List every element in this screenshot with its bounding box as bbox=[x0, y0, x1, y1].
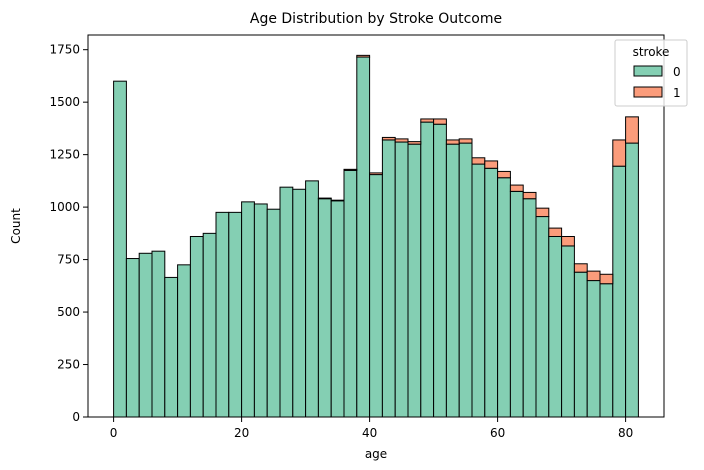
bar-stroke1-bin-33 bbox=[535, 207, 550, 218]
bar-stroke0-bin-16 bbox=[317, 198, 332, 418]
bar-stroke0-bin-21 bbox=[381, 139, 396, 418]
bar-stroke0-bin-36 bbox=[573, 271, 588, 418]
bar-stroke1-bin-32 bbox=[522, 191, 537, 200]
y-tick-label: 1500 bbox=[49, 95, 80, 109]
bars-group bbox=[113, 54, 639, 418]
bar-stroke0-bin-9 bbox=[228, 211, 243, 418]
bar-stroke0-bin-14 bbox=[292, 188, 307, 418]
bar-stroke0-bin-8 bbox=[215, 211, 230, 418]
bar-stroke0-bin-2 bbox=[138, 252, 153, 418]
bar-stroke1-bin-20 bbox=[369, 172, 383, 176]
x-tick-label: 40 bbox=[362, 426, 377, 440]
bar-stroke0-bin-19 bbox=[356, 56, 371, 418]
legend-swatch-1 bbox=[633, 86, 663, 98]
y-tick-label: 750 bbox=[57, 253, 80, 267]
legend: stroke 0 1 bbox=[614, 39, 688, 107]
legend-title: stroke bbox=[633, 45, 670, 59]
y-tick-label: 250 bbox=[57, 358, 80, 372]
bar-stroke1-bin-18 bbox=[343, 168, 358, 171]
x-axis-label: age bbox=[365, 447, 387, 461]
bar-stroke0-bin-29 bbox=[484, 167, 499, 418]
bar-stroke0-bin-40 bbox=[625, 142, 639, 418]
y-tick-label: 0 bbox=[72, 410, 80, 424]
bar-stroke1-bin-17 bbox=[330, 199, 345, 202]
bar-stroke0-bin-37 bbox=[586, 280, 601, 418]
bar-stroke0-bin-34 bbox=[548, 235, 563, 418]
bar-stroke0-bin-27 bbox=[458, 142, 473, 418]
bar-stroke1-bin-28 bbox=[471, 157, 486, 165]
bar-stroke0-bin-20 bbox=[369, 174, 383, 418]
chart-title: Age Distribution by Stroke Outcome bbox=[250, 11, 502, 27]
bar-stroke1-bin-31 bbox=[509, 184, 524, 192]
bar-stroke1-bin-30 bbox=[497, 170, 511, 179]
bar-stroke0-bin-11 bbox=[253, 203, 268, 418]
bar-stroke0-bin-26 bbox=[445, 143, 460, 418]
y-axis: 0 250 500 750 1000 1250 1500 1750 bbox=[49, 43, 88, 424]
bar-stroke1-bin-26 bbox=[445, 139, 460, 145]
bar-stroke0-bin-30 bbox=[497, 177, 511, 418]
bar-stroke1-bin-25 bbox=[433, 118, 447, 125]
bar-stroke1-bin-29 bbox=[484, 160, 499, 169]
bar-stroke1-bin-21 bbox=[381, 136, 396, 141]
y-tick-label: 500 bbox=[57, 305, 80, 319]
bar-stroke1-bin-39 bbox=[612, 139, 627, 167]
bar-stroke0-bin-35 bbox=[561, 245, 575, 418]
bar-stroke1-bin-40 bbox=[625, 116, 639, 144]
bar-stroke0-bin-7 bbox=[202, 232, 217, 418]
bar-stroke1-bin-36 bbox=[573, 263, 588, 273]
bar-stroke0-bin-1 bbox=[125, 258, 140, 418]
bar-stroke0-bin-31 bbox=[509, 190, 524, 418]
x-tick-label: 0 bbox=[110, 426, 118, 440]
bar-stroke0-bin-22 bbox=[394, 141, 409, 418]
bar-stroke1-bin-23 bbox=[407, 141, 422, 145]
y-tick-label: 1250 bbox=[49, 148, 80, 162]
x-axis: 0 20 40 60 80 bbox=[110, 417, 633, 440]
x-tick-label: 20 bbox=[234, 426, 249, 440]
bar-stroke0-bin-0 bbox=[113, 80, 127, 418]
bar-stroke0-bin-25 bbox=[433, 123, 447, 418]
bar-stroke0-bin-15 bbox=[305, 180, 319, 418]
bar-stroke0-bin-4 bbox=[164, 276, 179, 418]
bar-stroke0-bin-12 bbox=[266, 208, 281, 418]
bar-stroke0-bin-33 bbox=[535, 216, 550, 418]
bar-stroke0-bin-38 bbox=[599, 283, 614, 418]
bar-stroke0-bin-28 bbox=[471, 163, 486, 418]
y-axis-label: Count bbox=[9, 208, 23, 244]
bar-stroke0-bin-39 bbox=[612, 165, 627, 418]
bar-stroke0-bin-5 bbox=[177, 264, 191, 418]
x-tick-label: 60 bbox=[490, 426, 505, 440]
bar-stroke0-bin-17 bbox=[330, 200, 345, 418]
plot-frame bbox=[87, 34, 665, 418]
y-tick-label: 1750 bbox=[49, 43, 80, 57]
bar-stroke0-bin-23 bbox=[407, 143, 422, 418]
x-tick-label: 80 bbox=[618, 426, 633, 440]
bar-stroke1-bin-27 bbox=[458, 138, 473, 144]
bar-stroke0-bin-32 bbox=[522, 198, 537, 418]
bar-stroke1-bin-34 bbox=[548, 227, 563, 237]
bar-stroke1-bin-19 bbox=[356, 54, 371, 58]
bar-stroke0-bin-3 bbox=[151, 250, 166, 418]
bar-stroke1-bin-16 bbox=[317, 197, 332, 200]
legend-label-0: 0 bbox=[673, 65, 681, 79]
bar-stroke0-bin-10 bbox=[241, 201, 255, 418]
bar-stroke1-bin-38 bbox=[599, 273, 614, 285]
bar-stroke1-bin-35 bbox=[561, 235, 575, 247]
bar-stroke1-bin-22 bbox=[394, 138, 409, 143]
legend-label-1: 1 bbox=[673, 86, 681, 100]
y-tick-label: 1000 bbox=[49, 200, 80, 214]
bar-stroke1-bin-37 bbox=[586, 270, 601, 282]
bar-stroke0-bin-6 bbox=[189, 235, 204, 418]
bar-stroke1-bin-24 bbox=[420, 118, 435, 123]
bar-stroke0-bin-18 bbox=[343, 169, 358, 418]
bar-stroke0-bin-24 bbox=[420, 121, 435, 418]
legend-swatch-0 bbox=[633, 65, 663, 77]
bar-stroke0-bin-13 bbox=[279, 186, 294, 418]
